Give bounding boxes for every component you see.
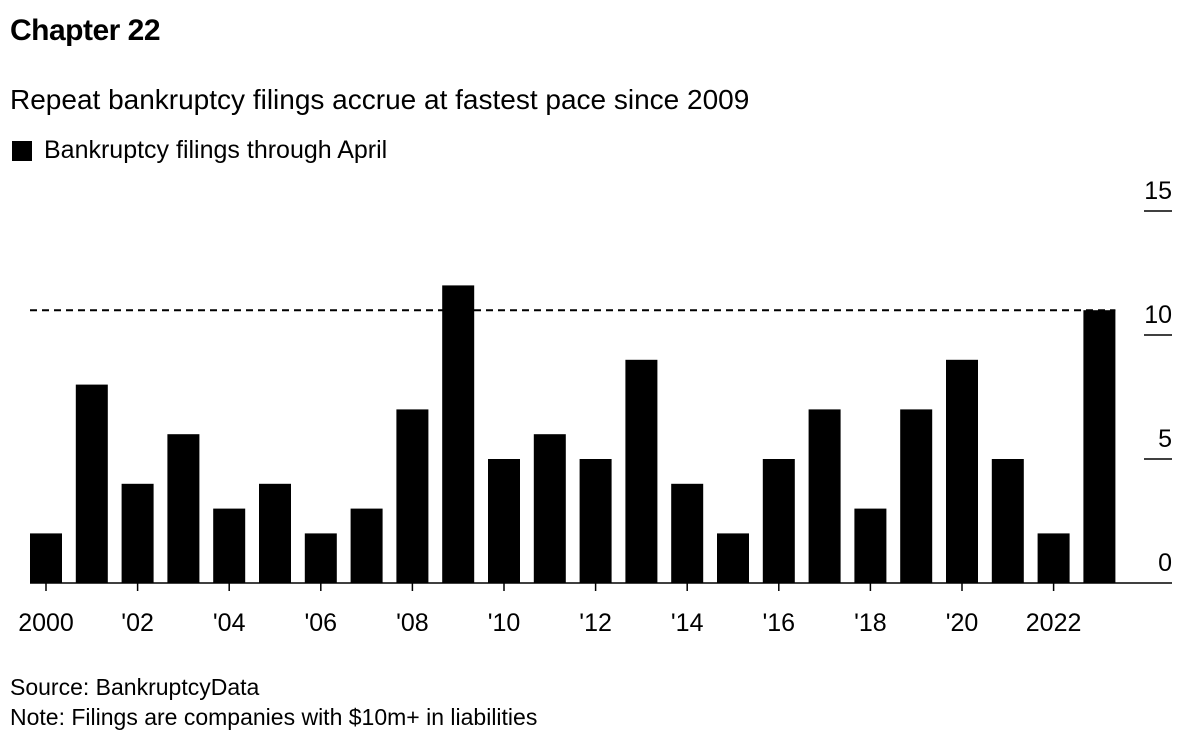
x-tick-label: '12 [579,609,612,637]
bar-2008 [396,409,429,583]
bar-2021 [991,459,1024,583]
legend: Bankruptcy filings through April [12,136,387,165]
x-tick-label: '08 [396,609,429,637]
bar-2001 [75,384,108,583]
legend-swatch [12,140,32,161]
x-tick-label: '20 [946,609,979,637]
bar-2019 [900,409,933,583]
y-tick-label: 15 [1144,177,1172,205]
bar-2018 [854,508,887,583]
bar-2003 [167,434,200,583]
x-tick-label: '02 [121,609,154,637]
bar-2013 [625,359,658,583]
x-tick-label: '06 [305,609,338,637]
bars [30,285,1116,583]
bar-2007 [350,508,383,583]
bar-2017 [808,409,841,583]
bar-2000 [30,533,62,583]
bar-2005 [259,483,291,583]
y-tick-label: 0 [1158,549,1172,577]
x-tick-label: '18 [854,609,887,637]
x-tick-label: '16 [763,609,796,637]
y-tick-label: 5 [1158,425,1172,453]
chart-subtitle: Repeat bankruptcy filings accrue at fast… [10,84,750,115]
bar-2010 [488,459,520,583]
reference-line-group [30,309,1116,312]
y-axis: 0 5 10 15 [1144,177,1172,577]
bar-2004 [213,508,246,583]
bar-2006 [304,533,337,583]
bar-2023 [1083,310,1116,583]
footnote: Note: Filings are companies with $10m+ i… [10,704,538,730]
bar-2014 [671,483,704,583]
legend-label: Bankruptcy filings through April [44,136,388,164]
x-tick-label: '14 [671,609,704,637]
bar-2012 [579,459,612,583]
x-tick-label: 2000 [18,609,74,637]
x-axis: 2000 '02 '04 '06 '08 '10 '12 '14 '16 '18 '20 2022 [18,582,1172,637]
bar-2011 [533,434,566,583]
x-tick-label: '04 [213,609,246,637]
y-tick-label: 10 [1144,301,1172,329]
bar-2022 [1037,533,1070,583]
bar-2016 [762,459,795,583]
source-note: Source: BankruptcyData [10,674,260,700]
x-tick-label: 2022 [1026,609,1082,637]
bar-2020 [946,359,978,583]
bar-2015 [717,533,749,583]
bar-2002 [121,483,154,583]
chart-title: Chapter 22 [10,14,161,47]
x-tick-label: '10 [488,609,521,637]
bar-2009 [442,285,475,583]
